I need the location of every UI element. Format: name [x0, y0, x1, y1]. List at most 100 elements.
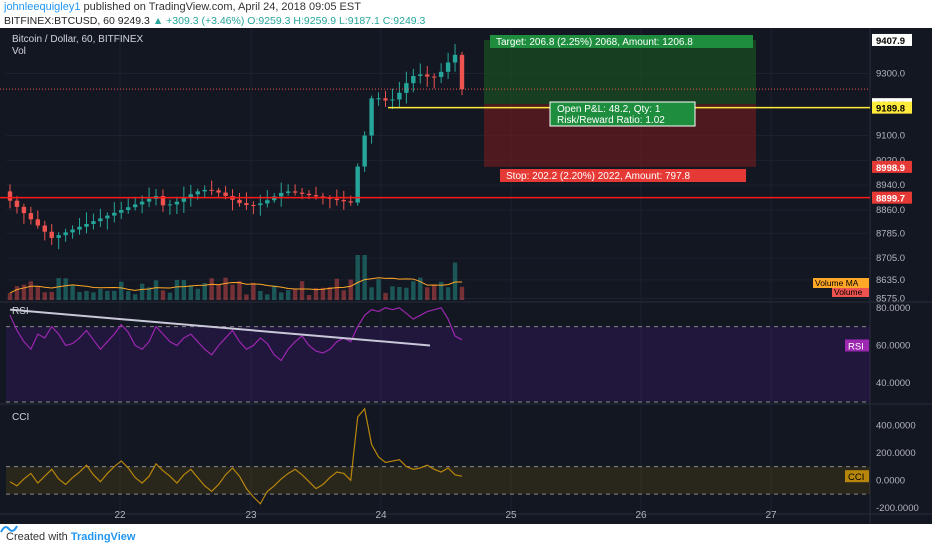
price-tick-label: 8940.0: [876, 180, 905, 191]
pnl-label-bg: [549, 101, 696, 127]
volume-bar: [320, 287, 326, 300]
candle-body: [188, 194, 193, 199]
candle-body: [70, 229, 75, 233]
volume-bar: [445, 287, 451, 300]
price-tick-label: 9300.0: [876, 68, 905, 79]
volume-badge-bg: [832, 288, 869, 297]
volume-bar: [14, 286, 20, 300]
price-badge-bg: [872, 101, 912, 114]
x-tick-label: 24: [375, 510, 387, 521]
chart-svg[interactable]: 9300.0 9100.0 9020.0 8940.0 8860.0 8785.0 8705…: [0, 28, 932, 524]
volume-bar: [299, 281, 305, 300]
price-badge-bg: [872, 191, 912, 204]
rsi-trendline: [9, 308, 431, 347]
price-tick-label: 8575.0: [876, 293, 905, 304]
volume-bar: [411, 281, 416, 300]
ohlc-open: O:9259.3: [247, 15, 291, 27]
volume-bar: [237, 281, 242, 300]
volume-bar: [355, 255, 360, 300]
volume-bar: [153, 280, 159, 300]
candle-body: [348, 201, 353, 203]
target-label: Target: 206.8 (2.25%) 2068, Amount: 1206…: [496, 37, 693, 48]
tradingview-brand[interactable]: TradingView: [70, 531, 136, 543]
price-tick-label: 8635.0: [876, 275, 905, 286]
candle-body: [56, 235, 61, 238]
volume-bar: [63, 278, 68, 300]
candle-body: [28, 213, 34, 220]
candle-body: [98, 218, 103, 222]
price-tick-label: 8785.0: [876, 228, 905, 239]
candle-body: [209, 189, 214, 191]
volume-bar: [98, 288, 103, 300]
ohlc-high: H:9259.9: [293, 15, 337, 27]
candle-body: [383, 98, 388, 101]
volume-bar: [348, 279, 353, 300]
volume-bar: [362, 255, 367, 300]
volume-bar: [49, 291, 54, 300]
candle-body: [216, 190, 221, 193]
candle-body: [21, 206, 27, 214]
volume-bar: [397, 286, 402, 300]
volume-bar: [126, 291, 131, 300]
volume-ma-badge-bg: [813, 278, 869, 288]
volume-bar: [42, 292, 47, 300]
chart-title: Bitcoin / Dollar, 60, BITFINEX: [12, 34, 143, 45]
volume-bar: [369, 287, 374, 300]
volume-bar: [167, 292, 173, 300]
price-badge-bg: [872, 160, 912, 173]
candle-body: [91, 221, 96, 224]
volume-bar: [77, 292, 82, 300]
candle-body: [306, 193, 312, 196]
candle-body: [299, 192, 305, 194]
stop-label: Stop: 202.2 (2.20%) 2022, Amount: 797.8: [506, 171, 690, 182]
candle-body: [49, 231, 54, 238]
candle-body: [160, 196, 166, 206]
volume-bar: [334, 278, 340, 300]
volume-ma-line: [9, 277, 463, 294]
publisher-username[interactable]: johnleequigley1: [4, 1, 81, 13]
publish-header: johnleequigley1 published on TradingView…: [0, 0, 932, 14]
chart-area[interactable]: 9300.0 9100.0 9020.0 8940.0 8860.0 8785.0 8705…: [0, 28, 932, 524]
volume-bar: [195, 288, 200, 300]
volume-bar: [70, 285, 75, 300]
candle-body: [174, 201, 180, 205]
rsi-tick-label: 40.0000: [876, 378, 910, 389]
candle-body: [237, 199, 242, 204]
candle-body: [223, 192, 228, 196]
candle-body: [376, 98, 381, 100]
candle-body: [244, 203, 249, 206]
volume-bar: [105, 290, 110, 300]
ohlc-low: L:9187.1: [338, 15, 380, 27]
volume-bar: [285, 290, 291, 300]
candle-body: [202, 189, 207, 192]
cci-line: [9, 407, 463, 505]
volume-bar: [452, 262, 458, 300]
candle-body: [112, 212, 117, 216]
rsi-band-fill: [6, 326, 870, 402]
candle-body: [334, 198, 340, 201]
cci-tick-label: 0.0000: [876, 475, 905, 486]
candle-body: [397, 92, 402, 100]
volume-title: Vol: [12, 46, 26, 57]
candle-body: [425, 74, 430, 77]
rsi-badge-bg: [845, 339, 869, 352]
rsi-badge-label: RSI: [848, 341, 864, 352]
price-tick-label: 9020.0: [876, 155, 905, 166]
cci-tick-label: -200.0000: [876, 503, 919, 514]
candle-body: [431, 76, 437, 78]
cci-badge-bg: [845, 470, 869, 483]
volume-bar: [188, 285, 193, 300]
x-tick-label: 27: [765, 510, 777, 521]
candle-body: [84, 223, 89, 227]
candle-body: [7, 191, 13, 201]
candle-body: [181, 198, 187, 202]
x-tick-label: 25: [505, 510, 517, 521]
volume-bar: [230, 284, 235, 300]
candle-body: [105, 215, 110, 219]
pnl-label: Open P&L: 48.2, Qty: 1: [557, 104, 661, 115]
candle-body: [14, 200, 20, 207]
price-tick-label: 9100.0: [876, 131, 905, 142]
volume-bar: [181, 279, 187, 300]
candle-body: [459, 54, 465, 90]
volume-bar: [459, 286, 465, 300]
